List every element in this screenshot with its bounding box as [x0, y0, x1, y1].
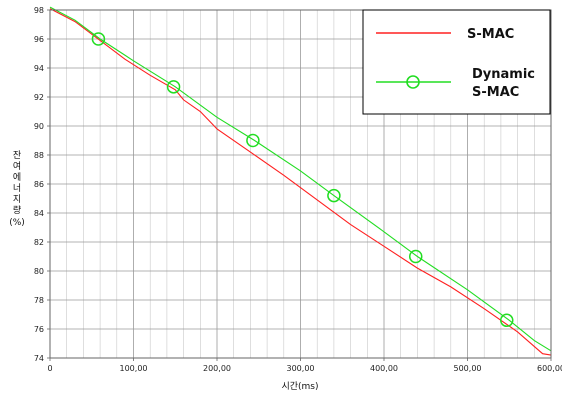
legend-label-dynamic-s-mac-line1: Dynamic [472, 67, 535, 82]
legend: S-MAC Dynamic S-MAC [362, 9, 551, 115]
data-point-dynamic-s-mac [246, 133, 260, 148]
data-point-dynamic-s-mac [499, 313, 514, 328]
y-tick-label: 80 [34, 267, 44, 276]
y-tick-label: 76 [34, 325, 44, 334]
data-point-dynamic-s-mac [166, 80, 181, 94]
y-tick-label: 94 [34, 64, 44, 73]
x-tick-label: 0 [47, 364, 52, 373]
legend-label-s-mac: S-MAC [467, 27, 514, 42]
y-tick-label: 96 [34, 35, 44, 44]
y-tick-label: 78 [34, 296, 44, 305]
y-tick-label: 82 [34, 238, 44, 247]
y-axis-ticks: 74 76 78 80 82 84 86 88 90 92 94 96 98 [34, 6, 50, 363]
y-tick-label: 90 [34, 122, 44, 131]
y-tick-label: 74 [34, 354, 44, 363]
x-axis-ticks: 0 100,00 200,00 300,00 400,00 500,00 600,00 [47, 358, 562, 373]
y-axis-label-char: 여 [13, 160, 21, 172]
y-tick-label: 84 [34, 209, 44, 218]
y-tick-label: 92 [34, 93, 44, 102]
series-layer [49, 6, 552, 356]
x-tick-label: 600,00 [537, 364, 562, 373]
series-line-dynamic-s-mac [49, 6, 552, 352]
y-axis-label-unit: (%) [9, 218, 25, 228]
data-point-dynamic-s-mac [91, 32, 106, 46]
y-tick-label: 88 [34, 151, 44, 160]
y-axis-label-char: 잔 [13, 150, 21, 161]
y-axis-label-char: 량 [13, 204, 21, 216]
x-tick-label: 200,00 [203, 364, 231, 373]
series-line-s-mac [49, 8, 552, 356]
y-tick-label: 86 [34, 180, 44, 189]
legend-box [362, 9, 551, 115]
legend-marker-dynamic-s-mac [406, 75, 420, 89]
data-point-dynamic-s-mac [408, 249, 423, 264]
x-tick-label: 300,00 [287, 364, 315, 373]
y-axis-label-char: 너 [13, 183, 21, 194]
data-point-dynamic-s-mac [327, 188, 341, 203]
x-tick-label: 500,00 [454, 364, 482, 373]
y-tick-label: 98 [34, 6, 44, 15]
x-tick-label: 100,00 [120, 364, 148, 373]
x-axis-label: 시간(ms) [281, 381, 318, 392]
legend-label-dynamic-s-mac-line2: S-MAC [472, 85, 519, 100]
x-tick-label: 400,00 [370, 364, 398, 373]
y-axis-label-char: 에 [13, 172, 21, 183]
y-axis-label-char: 지 [13, 194, 21, 205]
